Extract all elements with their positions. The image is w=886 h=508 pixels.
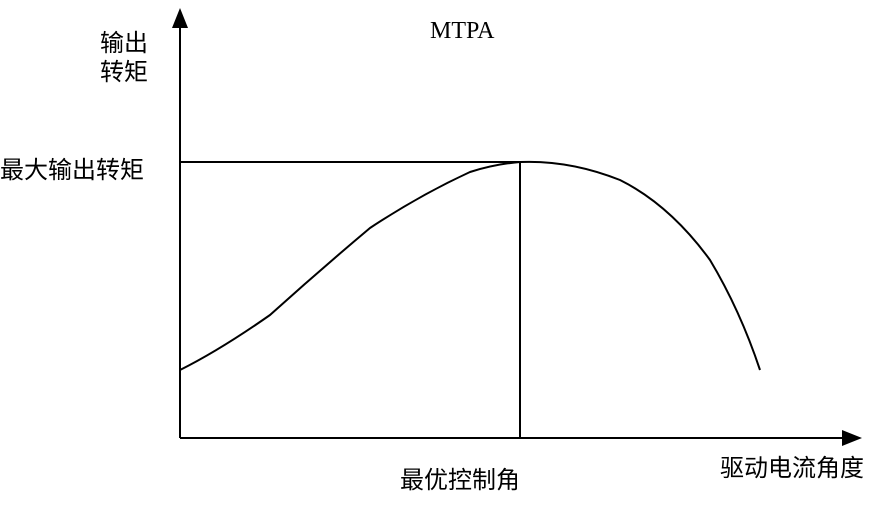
y-axis-label-line2: 转矩 [100, 60, 148, 86]
x-axis-arrow [842, 430, 862, 446]
y-axis-label: 输出 转矩 [100, 30, 148, 88]
y-axis-arrow [172, 8, 188, 28]
x-axis-label: 驱动电流角度 [720, 448, 864, 483]
mtpa-chart: MTPA 输出 转矩 最大输出转矩 最优控制角 驱动电流角度 [0, 0, 886, 503]
chart-title: MTPA [430, 18, 494, 45]
y-axis-label-line1: 输出 [100, 31, 148, 57]
torque-curve [180, 162, 760, 370]
x-tick-label: 最优控制角 [400, 460, 520, 495]
y-tick-label: 最大输出转矩 [0, 150, 144, 185]
